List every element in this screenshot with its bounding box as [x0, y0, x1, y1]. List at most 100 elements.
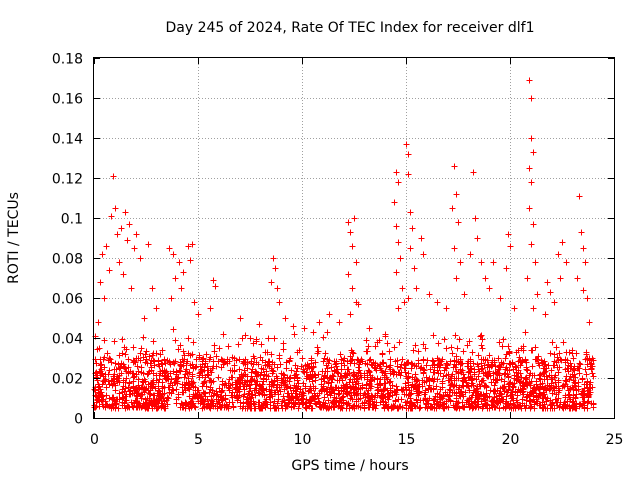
y-tick-label: 0.16 [52, 92, 83, 108]
data-point-band [468, 400, 475, 407]
data-point-band [252, 392, 259, 399]
data-point-band [487, 387, 494, 394]
data-point-band [163, 376, 170, 383]
data-point-band [173, 369, 180, 376]
data-point [530, 221, 537, 228]
data-point-band [355, 403, 362, 410]
data-point [301, 325, 308, 332]
data-point-band [225, 384, 232, 391]
data-point-band [386, 379, 393, 386]
data-point [178, 285, 185, 292]
data-point-band [416, 405, 423, 412]
data-point-band [286, 378, 293, 385]
data-point-band [172, 375, 179, 382]
data-point [95, 319, 102, 326]
data-point-band [567, 396, 574, 403]
data-point [528, 95, 535, 102]
data-point-band [257, 354, 264, 361]
data-point-band [581, 402, 588, 409]
data-point-band [510, 366, 517, 373]
data-point-band [551, 374, 558, 381]
data-point-band [396, 339, 403, 346]
data-point-band [398, 369, 405, 376]
axis-ticks: 0 5 10 15 20 25 0 0.02 0.04 0.06 0.08 0.1 0.12 0.14 0.… [52, 52, 624, 449]
data-point-band [520, 388, 527, 395]
data-point-band [310, 329, 317, 336]
data-point-band [344, 358, 351, 365]
data-point-band [208, 397, 215, 404]
data-point-band [229, 374, 236, 381]
data-point-band [149, 352, 156, 359]
data-point-band [214, 391, 221, 398]
data-point-band [335, 370, 342, 377]
data-point-band [314, 344, 321, 351]
data-point [395, 179, 402, 186]
data-point-band [498, 396, 505, 403]
data-point [351, 215, 358, 222]
data-point-band [271, 335, 278, 342]
y-tick-label: 0.18 [52, 52, 83, 68]
data-point-band [500, 385, 507, 392]
data-point-band [381, 374, 388, 381]
data-point [116, 259, 123, 266]
data-point-band [432, 393, 439, 400]
data-point [586, 319, 593, 326]
data-point-band [340, 382, 347, 389]
data-point-band [106, 355, 113, 362]
data-point [559, 239, 566, 246]
data-point [195, 311, 202, 318]
data-point-band [359, 384, 366, 391]
data-point-band [306, 387, 313, 394]
data-point-band [119, 394, 126, 401]
data-point-band [112, 360, 119, 367]
data-point-band [310, 385, 317, 392]
data-point-band [524, 391, 531, 398]
data-point-band [377, 382, 384, 389]
data-point [345, 219, 352, 226]
x-tick-label: 10 [294, 432, 312, 448]
data-point-band [387, 362, 394, 369]
data-point-band [126, 380, 133, 387]
data-point [472, 215, 479, 222]
data-point [393, 169, 400, 176]
data-point-band [514, 392, 521, 399]
data-point-band [143, 399, 150, 406]
data-point-band [511, 402, 518, 409]
data-point-band [97, 368, 104, 375]
data-point-band [415, 348, 422, 355]
data-point-band [119, 402, 126, 409]
data-point-band [185, 375, 192, 382]
data-point-band [517, 362, 524, 369]
data-point-band [347, 353, 354, 360]
data-point [470, 169, 477, 176]
data-point-band [224, 358, 231, 365]
data-point-band [503, 351, 510, 358]
data-point-band [399, 387, 406, 394]
data-point-band [349, 379, 356, 386]
data-point-band [135, 376, 142, 383]
data-point-band [258, 405, 265, 412]
data-point [122, 209, 129, 216]
data-point-band [309, 378, 316, 385]
data-point-band [506, 367, 513, 374]
data-point-band [474, 361, 481, 368]
data-point-band [233, 393, 240, 400]
data-point-band [101, 354, 108, 361]
data-point-band [466, 387, 473, 394]
data-point-band [573, 391, 580, 398]
data-point [103, 243, 110, 250]
data-point-band [367, 396, 374, 403]
data-point-band [447, 358, 454, 365]
data-point [114, 231, 121, 238]
data-point-band [512, 405, 519, 412]
data-point-band [268, 378, 275, 385]
data-point [547, 289, 554, 296]
data-point-band [382, 399, 389, 406]
data-point-band [584, 390, 591, 397]
data-point-band [507, 379, 514, 386]
data-point [149, 285, 156, 292]
data-point-band [453, 358, 460, 365]
data-point-band [515, 376, 522, 383]
data-point-band [342, 370, 349, 377]
data-point-band [101, 377, 108, 384]
